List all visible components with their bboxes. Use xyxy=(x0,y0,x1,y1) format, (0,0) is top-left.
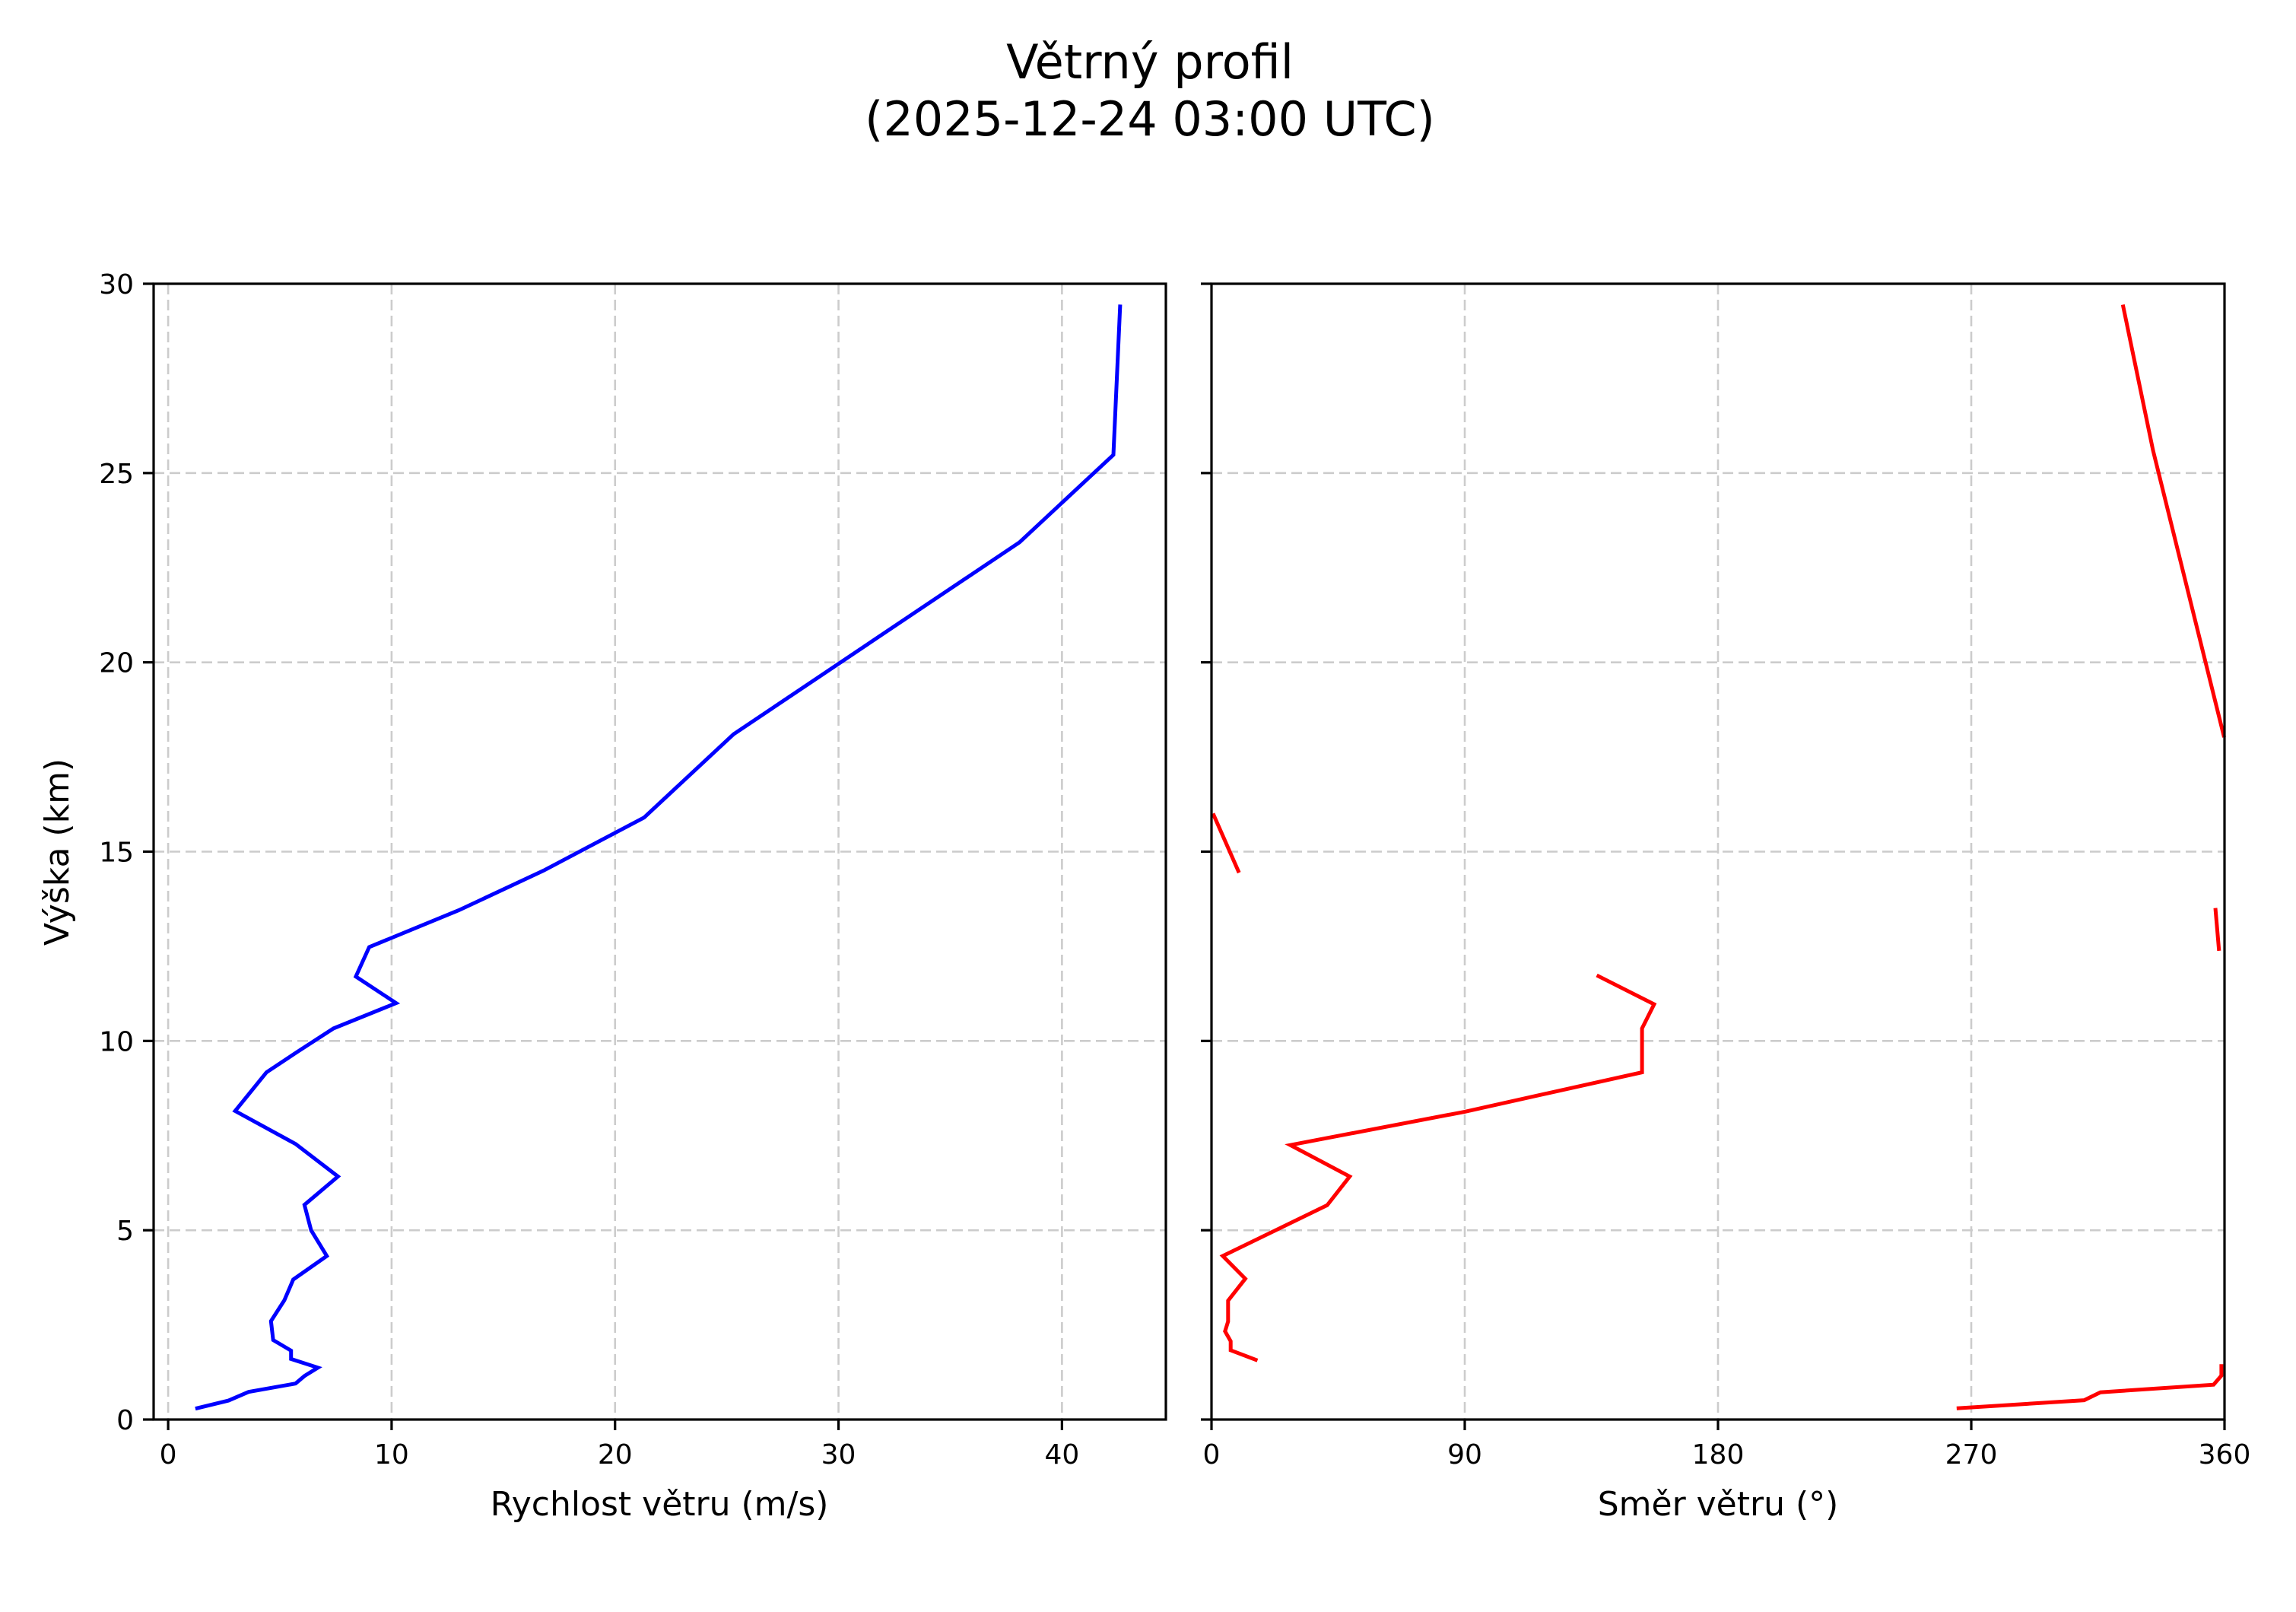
x-tick-label: 40 xyxy=(1044,1439,1079,1471)
y-tick-label: 15 xyxy=(99,838,134,869)
wind-speed-panel: 0 10 20 30 40 0 5 10 15 20 25 30 Rychlost větru (m/… xyxy=(38,269,1167,1524)
wind-direction-ticks: 0 90 180 270 360 xyxy=(1201,282,2251,1471)
profile-line-segment xyxy=(2213,908,2221,952)
x-tick-label: 0 xyxy=(160,1439,177,1471)
profile-line-segment xyxy=(195,304,1123,1411)
profile-line-segment xyxy=(2120,304,2226,738)
y-tick-label: 0 xyxy=(116,1405,134,1436)
x-tick-label: 270 xyxy=(1945,1439,1998,1471)
x-tick-label: 20 xyxy=(598,1439,633,1471)
height-y-axis-label: Výška (km) xyxy=(38,758,77,946)
y-tick-label: 25 xyxy=(99,459,134,490)
profile-line-segment xyxy=(1211,812,1241,874)
wind-speed-line xyxy=(195,304,1123,1411)
wind-speed-x-axis-label: Rychlost větru (m/s) xyxy=(491,1485,829,1524)
wind-speed-ticks: 0 10 20 30 40 0 5 10 15 20 25 30 xyxy=(99,269,1079,1471)
profile-line-segment xyxy=(1219,973,1657,1362)
x-tick-label: 360 xyxy=(2199,1439,2251,1471)
y-tick-label: 30 xyxy=(99,269,134,300)
x-tick-label: 180 xyxy=(1692,1439,1745,1471)
wind-direction-line xyxy=(1211,304,2226,1410)
figure-title: Větrný profil xyxy=(1006,34,1294,90)
y-tick-label: 10 xyxy=(99,1026,134,1057)
wind-direction-x-axis-label: Směr větru (°) xyxy=(1598,1485,1839,1524)
figure-subtitle-timestamp: (2025-12-24 03:00 UTC) xyxy=(865,91,1435,147)
y-tick-label: 20 xyxy=(99,648,134,679)
x-tick-label: 90 xyxy=(1447,1439,1482,1471)
x-tick-label: 30 xyxy=(821,1439,856,1471)
x-tick-label: 0 xyxy=(1203,1439,1221,1471)
x-tick-label: 10 xyxy=(374,1439,409,1471)
wind-direction-panel: 0 90 180 270 360 Směr větru (°) xyxy=(1201,282,2251,1524)
y-tick-label: 5 xyxy=(116,1216,134,1247)
profile-line-segment xyxy=(1956,1364,2224,1410)
